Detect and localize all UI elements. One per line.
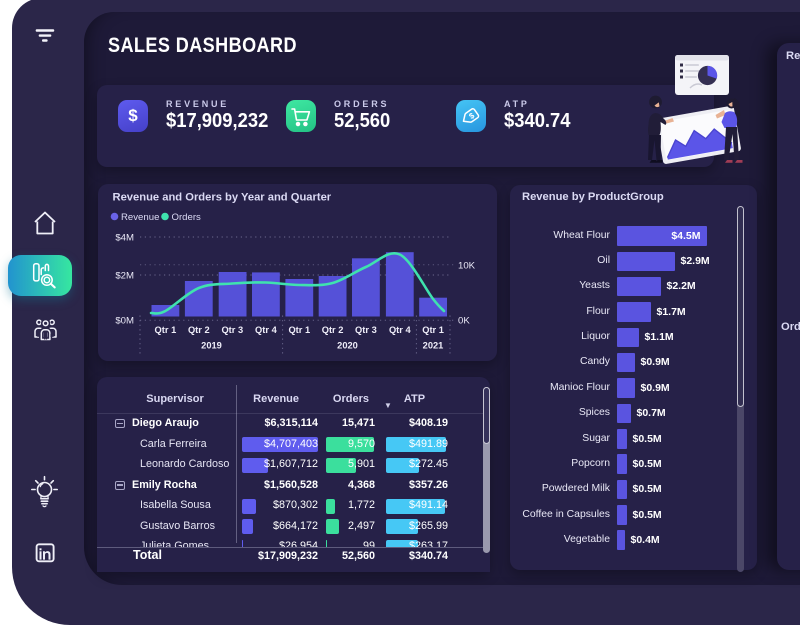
svg-text:Qtr 1: Qtr 1 [422, 325, 444, 335]
svg-text:Qtr 3: Qtr 3 [221, 325, 243, 335]
svg-text:Qtr 4: Qtr 4 [255, 325, 278, 335]
svg-text:2021: 2021 [423, 341, 444, 351]
svg-text:$0M: $0M [115, 315, 134, 326]
svg-text:2020: 2020 [337, 341, 358, 351]
svg-text:0K: 0K [458, 315, 470, 326]
svg-text:2019: 2019 [201, 341, 222, 351]
svg-text:Qtr 3: Qtr 3 [355, 325, 377, 335]
svg-text:Qtr 2: Qtr 2 [188, 325, 210, 335]
svg-text:Revenue and Orders by Year and: Revenue and Orders by Year and Quarter [113, 192, 332, 204]
svg-text:$2M: $2M [115, 271, 134, 282]
svg-text:$: $ [467, 111, 476, 121]
svg-text:10K: 10K [458, 260, 476, 271]
svg-text:Qtr 1: Qtr 1 [155, 325, 177, 335]
svg-text:$4M: $4M [115, 233, 134, 244]
svg-text:Qtr 2: Qtr 2 [322, 325, 344, 335]
svg-text:Orders: Orders [172, 212, 202, 223]
svg-text:Qtr 4: Qtr 4 [389, 325, 412, 335]
svg-text:Revenue: Revenue [121, 212, 159, 223]
svg-text:Qtr 1: Qtr 1 [288, 325, 310, 335]
